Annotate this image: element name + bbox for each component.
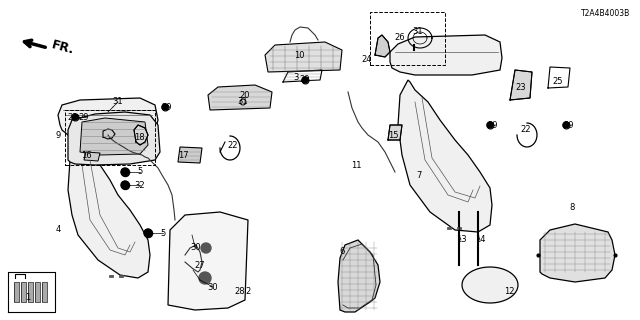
Text: 30: 30	[208, 283, 218, 292]
Polygon shape	[375, 35, 390, 57]
Polygon shape	[338, 240, 380, 312]
Text: 5: 5	[138, 167, 143, 177]
Circle shape	[72, 114, 78, 120]
Polygon shape	[84, 152, 100, 161]
Text: 4: 4	[56, 226, 61, 235]
Text: 8: 8	[570, 203, 575, 212]
Text: 21: 21	[68, 114, 78, 123]
Text: 10: 10	[294, 51, 304, 60]
Polygon shape	[398, 80, 492, 232]
Text: 31: 31	[237, 98, 248, 107]
Text: 12: 12	[504, 287, 515, 297]
Polygon shape	[42, 282, 47, 302]
Text: 25: 25	[553, 77, 563, 86]
Text: 29: 29	[162, 102, 172, 111]
Text: 29: 29	[79, 113, 89, 122]
Text: 6: 6	[339, 247, 345, 257]
Circle shape	[563, 122, 569, 128]
Text: 29: 29	[564, 121, 574, 130]
Polygon shape	[14, 282, 19, 302]
Circle shape	[302, 77, 308, 83]
Polygon shape	[68, 112, 160, 165]
Polygon shape	[178, 147, 202, 163]
Text: 18: 18	[134, 133, 144, 142]
Text: 23: 23	[516, 84, 526, 92]
Polygon shape	[390, 35, 502, 75]
Text: 5: 5	[161, 228, 166, 237]
Text: 15: 15	[388, 131, 398, 140]
Circle shape	[144, 229, 152, 237]
Polygon shape	[265, 42, 342, 72]
Polygon shape	[510, 70, 532, 100]
Text: 11: 11	[351, 161, 361, 170]
Circle shape	[201, 243, 211, 253]
Text: 27: 27	[195, 260, 205, 269]
Text: T2A4B4003B: T2A4B4003B	[580, 9, 630, 18]
Polygon shape	[58, 98, 158, 137]
Polygon shape	[540, 224, 615, 282]
Circle shape	[121, 181, 129, 189]
Polygon shape	[134, 125, 148, 145]
Circle shape	[487, 122, 493, 128]
Text: 1: 1	[26, 293, 31, 302]
Polygon shape	[168, 212, 248, 310]
Text: 16: 16	[81, 150, 92, 159]
Text: FR.: FR.	[50, 39, 76, 57]
Text: 17: 17	[178, 150, 188, 159]
Text: 20: 20	[240, 91, 250, 100]
Text: 9: 9	[56, 131, 61, 140]
Text: 31: 31	[413, 28, 423, 36]
Circle shape	[199, 272, 211, 284]
Polygon shape	[35, 282, 40, 302]
Text: 2: 2	[245, 287, 251, 297]
Circle shape	[121, 168, 129, 176]
Text: 22: 22	[521, 125, 531, 134]
Text: 28: 28	[235, 287, 245, 297]
Text: 3: 3	[293, 73, 299, 82]
Polygon shape	[68, 145, 150, 278]
Text: 29: 29	[488, 121, 499, 130]
Text: 30: 30	[191, 244, 202, 252]
Text: 29: 29	[300, 76, 310, 84]
Text: 24: 24	[362, 55, 372, 65]
Text: 32: 32	[134, 180, 145, 189]
Text: 7: 7	[416, 171, 422, 180]
Polygon shape	[208, 85, 272, 110]
Text: 14: 14	[475, 236, 485, 244]
Polygon shape	[21, 282, 26, 302]
Polygon shape	[28, 282, 33, 302]
Text: 26: 26	[395, 33, 405, 42]
Text: 22: 22	[228, 140, 238, 149]
Polygon shape	[80, 118, 148, 155]
Text: 13: 13	[456, 236, 467, 244]
Polygon shape	[462, 267, 518, 303]
Circle shape	[162, 104, 168, 110]
Text: 31: 31	[113, 98, 124, 107]
Polygon shape	[388, 125, 402, 140]
